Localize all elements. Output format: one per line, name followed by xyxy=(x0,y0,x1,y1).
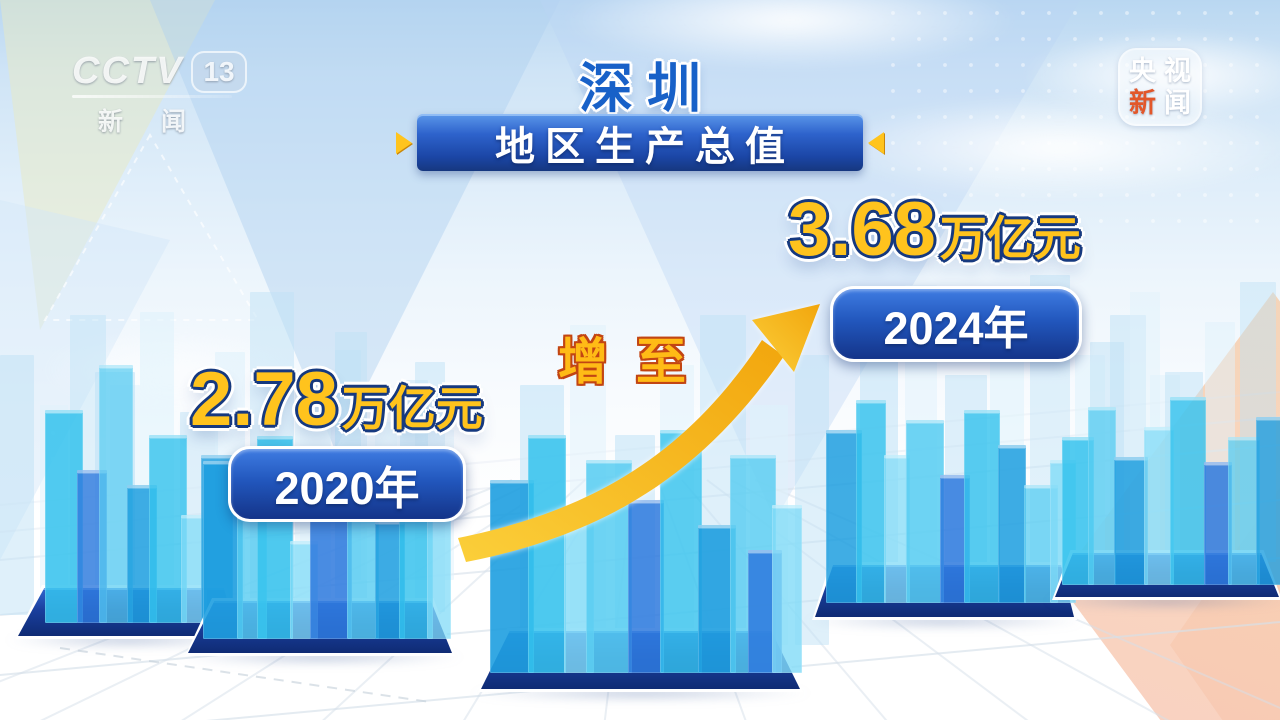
cctv-logo-text: CCTV xyxy=(72,50,184,92)
year-2020-pill: 2020年 xyxy=(228,446,466,522)
banner-right-arrow-icon xyxy=(868,131,884,154)
gdp-2024-number: 3.68 xyxy=(788,187,936,272)
gdp-2024-unit: 万亿元 xyxy=(939,212,1081,265)
cctv-news-label: 新闻 xyxy=(98,108,225,136)
city-cluster xyxy=(3,245,252,647)
cloud xyxy=(1020,30,1280,120)
gdp-2024-value: 3.68 万亿元 xyxy=(788,192,1081,268)
city-tower xyxy=(1204,462,1232,585)
gdp-2020-unit: 万亿元 xyxy=(341,382,483,435)
cloud xyxy=(560,0,1020,70)
city-tower xyxy=(45,410,83,623)
city-tower xyxy=(698,525,736,673)
gdp-2020-number: 2.78 xyxy=(190,357,338,442)
city-tower xyxy=(149,435,187,623)
app-char: 视 xyxy=(1164,55,1191,86)
cctv13-watermark: CCTV 13 新闻 xyxy=(72,50,247,138)
cctv-underline xyxy=(72,95,232,98)
city-tower xyxy=(856,400,886,603)
city-tower xyxy=(1114,457,1148,585)
city-tower xyxy=(884,455,910,603)
banner-label: 地区生产总值 xyxy=(495,124,795,169)
city-tower xyxy=(1256,417,1280,585)
year-2024-pill: 2024年 xyxy=(830,286,1082,362)
city-tower xyxy=(1170,397,1206,585)
city-tower xyxy=(628,500,664,673)
city-tower xyxy=(906,420,944,603)
cctv-news-app-watermark: 央 视 新 闻 xyxy=(1118,48,1202,126)
growth-label: 增至 xyxy=(558,334,714,390)
app-char: 闻 xyxy=(1164,87,1191,118)
gdp-2020-value: 2.78 万亿元 xyxy=(190,362,483,438)
banner-left-arrow-icon xyxy=(396,131,412,154)
title-banner: 地区生产总值 xyxy=(396,114,884,171)
city-tower xyxy=(490,480,534,673)
city-title: 深圳 xyxy=(579,59,715,119)
city-tower xyxy=(1088,407,1116,585)
city-tower xyxy=(1228,437,1260,585)
city-tower xyxy=(1144,427,1174,585)
city-tower xyxy=(998,445,1026,603)
city-tower xyxy=(528,435,566,673)
city-tower xyxy=(772,505,802,673)
app-char: 央 xyxy=(1129,55,1156,86)
ghost-tower xyxy=(0,355,34,615)
city-tower xyxy=(964,410,1000,603)
app-char-accent: 新 xyxy=(1129,87,1156,118)
city-cluster xyxy=(1040,210,1280,608)
cctv-channel-badge: 13 xyxy=(191,50,247,93)
